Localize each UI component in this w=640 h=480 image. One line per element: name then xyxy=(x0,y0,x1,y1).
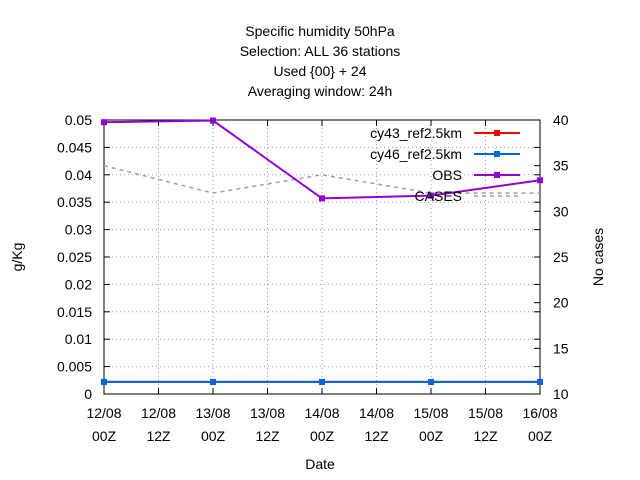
legend: cy43_ref2.5km cy46_ref2.5km OBS CASES xyxy=(370,125,520,204)
x-tick-label-date: 14/08 xyxy=(359,405,394,421)
series-point-obs xyxy=(101,119,107,126)
legend-label-cy46-ref2-5km: cy46_ref2.5km xyxy=(370,146,462,162)
legend-marker-cy46-ref2-5km xyxy=(494,151,500,157)
chart-title: Specific humidity 50hPa Selection: ALL 36… xyxy=(240,23,401,99)
y2-tick-label: 15 xyxy=(553,340,569,356)
legend-label-cy43-ref2-5km: cy43_ref2.5km xyxy=(370,125,462,141)
x-tick-label-hour: 12Z xyxy=(364,428,389,444)
x-tick-label-date: 13/08 xyxy=(250,405,285,421)
y2-tick-label: 20 xyxy=(553,295,569,311)
title-line: Averaging window: 24h xyxy=(248,83,393,99)
y-tick-label: 0.04 xyxy=(65,167,92,183)
y2-tick-label: 35 xyxy=(553,158,569,174)
x-tick-label-date: 13/08 xyxy=(195,405,230,421)
y2-tick-label: 25 xyxy=(553,249,569,265)
x-tick-label-date: 12/08 xyxy=(141,405,176,421)
y2-tick-label: 10 xyxy=(553,386,569,402)
x-tick-label-hour: 12Z xyxy=(255,428,280,444)
x-tick-label-hour: 00Z xyxy=(310,428,335,444)
x-tick-label-hour: 00Z xyxy=(528,428,553,444)
legend-marker-cy43-ref2-5km xyxy=(494,130,500,136)
y-tick-label: 0.025 xyxy=(57,249,92,265)
grid xyxy=(104,120,540,394)
x-tick-label-hour: 00Z xyxy=(201,428,226,444)
title-line: Used {00} + 24 xyxy=(273,63,366,79)
x-tick-label-hour: 00Z xyxy=(419,428,444,444)
y-tick-label: 0.005 xyxy=(57,359,92,375)
series-point-obs xyxy=(319,195,325,202)
series-point-obs xyxy=(537,177,543,184)
series-line-cases xyxy=(103,164,540,194)
x-axis-label: Date xyxy=(305,456,335,472)
y-tick-label: 0.035 xyxy=(57,194,92,210)
series-point-cy46-ref2-5km xyxy=(537,378,543,385)
y2-tick-label: 40 xyxy=(553,112,569,128)
x-tick-label-hour: 12Z xyxy=(146,428,171,444)
y-tick-label: 0 xyxy=(84,386,92,402)
legend-label-cases: CASES xyxy=(415,188,462,204)
y2-tick-label: 30 xyxy=(553,203,569,219)
y-tick-label: 0.015 xyxy=(57,304,92,320)
series-point-obs xyxy=(428,192,434,199)
y2-axis: 10 15 20 25 30 35 40 xyxy=(534,112,569,402)
x-tick-label-hour: 00Z xyxy=(92,428,117,444)
x-tick-label-date: 16/08 xyxy=(522,405,557,421)
series-point-cy46-ref2-5km xyxy=(210,378,216,385)
y-tick-label: 0.05 xyxy=(65,112,92,128)
y-tick-label: 0.045 xyxy=(57,139,92,155)
series-point-cy46-ref2-5km xyxy=(319,378,325,385)
series-point-cy46-ref2-5km xyxy=(428,378,434,385)
title-line: Selection: ALL 36 stations xyxy=(240,43,401,59)
x-tick-label-hour: 12Z xyxy=(473,428,498,444)
series-layer xyxy=(101,117,543,385)
x-axis: 12/08 00Z 12/08 12Z 13/08 00Z 13/08 12Z 14/08 00Z… xyxy=(86,120,558,444)
x-tick-label-date: 14/08 xyxy=(304,405,339,421)
y-tick-label: 0.01 xyxy=(65,331,92,347)
y-axis: 0 0.005 0.01 0.015 0.02 0.025 0.03 0.035 0.04 0.0… xyxy=(57,112,540,402)
series-point-obs xyxy=(210,117,216,124)
x-tick-label-date: 15/08 xyxy=(468,405,503,421)
series-point-cy46-ref2-5km xyxy=(101,378,107,385)
x-tick-label-date: 12/08 xyxy=(86,405,121,421)
y-tick-label: 0.02 xyxy=(65,276,92,292)
y-tick-label: 0.03 xyxy=(65,222,92,238)
x-tick-label-date: 15/08 xyxy=(413,405,448,421)
y-axis-label: g/Kg xyxy=(9,243,25,272)
legend-label-obs: OBS xyxy=(432,167,462,183)
legend-marker-obs xyxy=(494,172,500,178)
title-line: Specific humidity 50hPa xyxy=(245,23,395,39)
y2-axis-label: No cases xyxy=(590,228,606,286)
